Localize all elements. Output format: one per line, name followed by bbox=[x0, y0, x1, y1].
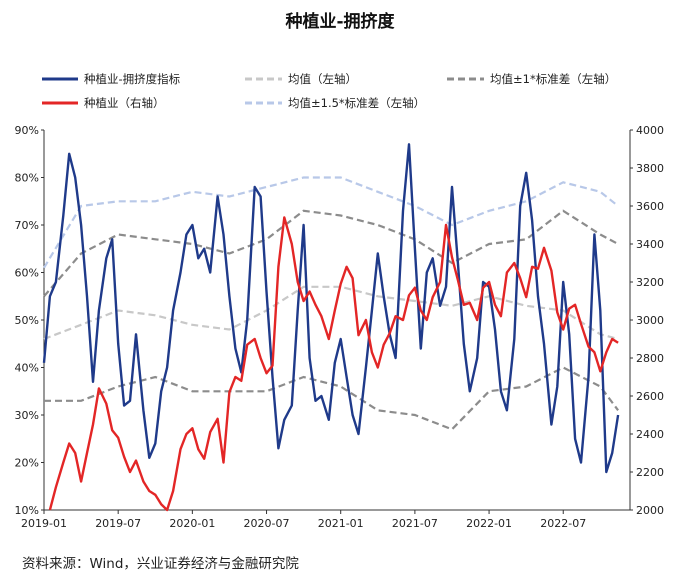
series-lines bbox=[42, 143, 620, 512]
y-left-tick-label: 60% bbox=[15, 267, 39, 280]
chart-title: 种植业-拥挤度 bbox=[284, 11, 395, 32]
y-right-tick-label: 3400 bbox=[636, 238, 664, 251]
y-right-tick-label: 3000 bbox=[636, 314, 664, 327]
legend-label: 种植业（右轴） bbox=[84, 96, 165, 110]
x-tick-label: 2019-07 bbox=[95, 517, 141, 530]
x-tick-label: 2021-01 bbox=[318, 517, 364, 530]
y-right-tick-label: 2000 bbox=[636, 504, 664, 517]
legend-item-mean-1sd: 均值±1*标准差（左轴） bbox=[447, 72, 616, 86]
legend-item-mean-1-5sd: 均值±1.5*标准差（左轴） bbox=[245, 96, 425, 110]
y-left-tick-label: 20% bbox=[15, 457, 39, 470]
y-left-tick-label: 80% bbox=[15, 172, 39, 185]
x-tick-label: 2019-01 bbox=[21, 517, 67, 530]
y-right-tick-label: 2600 bbox=[636, 390, 664, 403]
tick-labels: 10% 20% 30% 40% 50% 60% 70% 80% 90% 2000 2200 2400 2… bbox=[15, 124, 664, 530]
x-tick-label: 2021-07 bbox=[392, 517, 438, 530]
y-left-tick-label: 10% bbox=[15, 504, 39, 517]
legend-label: 均值（左轴） bbox=[288, 72, 357, 86]
y-left-tick-label: 30% bbox=[15, 409, 39, 422]
x-tick-label: 2020-07 bbox=[244, 517, 290, 530]
legend-label: 均值±1*标准差（左轴） bbox=[490, 72, 616, 86]
y-left-tick-label: 70% bbox=[15, 219, 39, 232]
y-right-tick-label: 4000 bbox=[636, 124, 664, 137]
legend-item-planting-index: 种植业（右轴） bbox=[42, 96, 165, 110]
legend-item-mean: 均值（左轴） bbox=[245, 72, 357, 86]
y-right-tick-label: 2400 bbox=[636, 428, 664, 441]
series-line-crowding-index bbox=[42, 143, 620, 474]
y-left-tick-label: 90% bbox=[15, 124, 39, 137]
y-left-tick-label: 50% bbox=[15, 314, 39, 327]
legend-label: 种植业-拥挤度指标 bbox=[84, 72, 180, 86]
band-line-1 bbox=[43, 209, 619, 298]
x-tick-label: 2022-01 bbox=[466, 517, 512, 530]
series-line-planting-index bbox=[48, 216, 619, 512]
legend-label: 均值±1.5*标准差（左轴） bbox=[288, 96, 425, 110]
band-line-3 bbox=[43, 176, 619, 269]
legend: 种植业-拥挤度指标 均值（左轴） 均值±1*标准差（左轴） 种植业（右轴） 均值… bbox=[42, 72, 616, 110]
y-right-tick-label: 3600 bbox=[636, 200, 664, 213]
y-left-tick-label: 40% bbox=[15, 362, 39, 375]
source-note: 资料来源：Wind，兴业证券经济与金融研究院 bbox=[22, 556, 299, 572]
axes bbox=[41, 129, 633, 514]
legend-item-crowding-index: 种植业-拥挤度指标 bbox=[42, 72, 180, 86]
y-right-tick-label: 3800 bbox=[636, 162, 664, 175]
x-tick-label: 2020-01 bbox=[169, 517, 215, 530]
y-right-tick-label: 2800 bbox=[636, 352, 664, 365]
y-right-tick-label: 3200 bbox=[636, 276, 664, 289]
band-line-2 bbox=[44, 366, 619, 431]
x-tick-label: 2022-07 bbox=[540, 517, 586, 530]
y-right-tick-label: 2200 bbox=[636, 466, 664, 479]
